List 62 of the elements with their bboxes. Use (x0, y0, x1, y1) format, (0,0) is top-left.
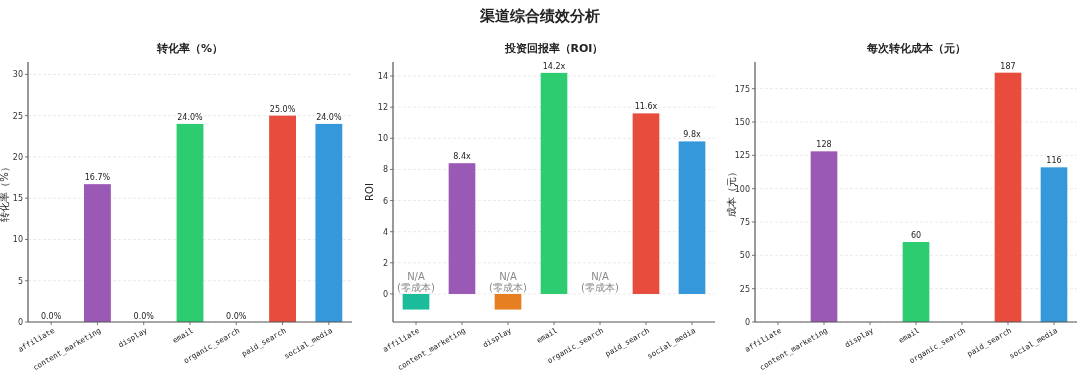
data-label: N/A (零成本) (397, 270, 435, 293)
y-axis-title: ROI (364, 183, 375, 201)
bar (176, 123, 204, 322)
y-tick-label: 10 (12, 235, 23, 245)
bar (269, 115, 296, 322)
data-label: 128 (816, 140, 832, 150)
y-tick-label: 100 (734, 184, 750, 194)
y-tick-label: 50 (739, 251, 750, 261)
data-label: 9.8x (683, 130, 701, 140)
chart-title: 每次转化成本（元） (865, 42, 966, 55)
chart-title: 投资回报率（ROI） (503, 42, 604, 55)
y-tick-label: 75 (739, 218, 750, 227)
bar (678, 141, 706, 294)
y-tick-label: 0 (744, 318, 750, 327)
text: N/A (零成本) (581, 270, 619, 293)
data-label: 0.0% (40, 312, 62, 321)
y-axis-title: 成本（元） (726, 167, 737, 217)
chart-title: 转化率（%） (155, 42, 224, 55)
data-label: 0.0% (133, 312, 155, 321)
bar (994, 72, 1022, 322)
bar (402, 293, 430, 310)
data-label: 24.0% (316, 112, 342, 122)
y-tick-label: 14 (377, 72, 388, 82)
y-axis-title: 转化率（%） (0, 162, 10, 222)
data-label: 116 (1046, 156, 1062, 166)
bar (494, 293, 522, 310)
data-label: 187 (1000, 61, 1016, 71)
y-tick-label: 15 (12, 194, 23, 204)
data-label: 24.0% (177, 112, 204, 122)
bar (902, 242, 930, 322)
bar (540, 72, 568, 294)
y-tick-label: 0 (382, 289, 388, 299)
data-label: 14.2x (542, 61, 566, 71)
y-tick-label: 25 (12, 111, 23, 121)
bar (448, 163, 476, 294)
y-tick-label: 10 (377, 134, 388, 144)
y-tick-label: 8 (382, 165, 388, 175)
y-tick-label: 0 (17, 318, 23, 327)
y-tick-label: 125 (734, 151, 750, 161)
y-tick-label: 2 (382, 258, 388, 268)
data-label: 8.4x (453, 152, 471, 162)
y-tick-label: 20 (12, 152, 23, 162)
data-label: N/A (零成本) (489, 270, 527, 293)
y-tick-label: 12 (377, 103, 388, 113)
y-tick-label: 5 (17, 276, 23, 286)
bar (1040, 167, 1068, 322)
bar (315, 123, 343, 322)
bar (84, 184, 111, 322)
data-label: 60 (910, 231, 922, 240)
data-label: 11.6x (634, 102, 658, 112)
y-tick-label: 25 (739, 284, 750, 294)
data-label: 0.0% (226, 312, 247, 321)
y-tick-label: 6 (382, 196, 388, 206)
y-tick-label: 150 (734, 118, 750, 127)
text: 渠道综合绩效分析 (479, 7, 600, 25)
y-tick-label: 30 (12, 70, 23, 80)
y-tick-label: 175 (734, 84, 750, 94)
bar (632, 113, 660, 294)
bar (810, 151, 838, 322)
y-tick-label: 4 (382, 227, 388, 237)
data-label: 16.7% (84, 173, 111, 183)
data-label: 25.0% (269, 104, 296, 114)
